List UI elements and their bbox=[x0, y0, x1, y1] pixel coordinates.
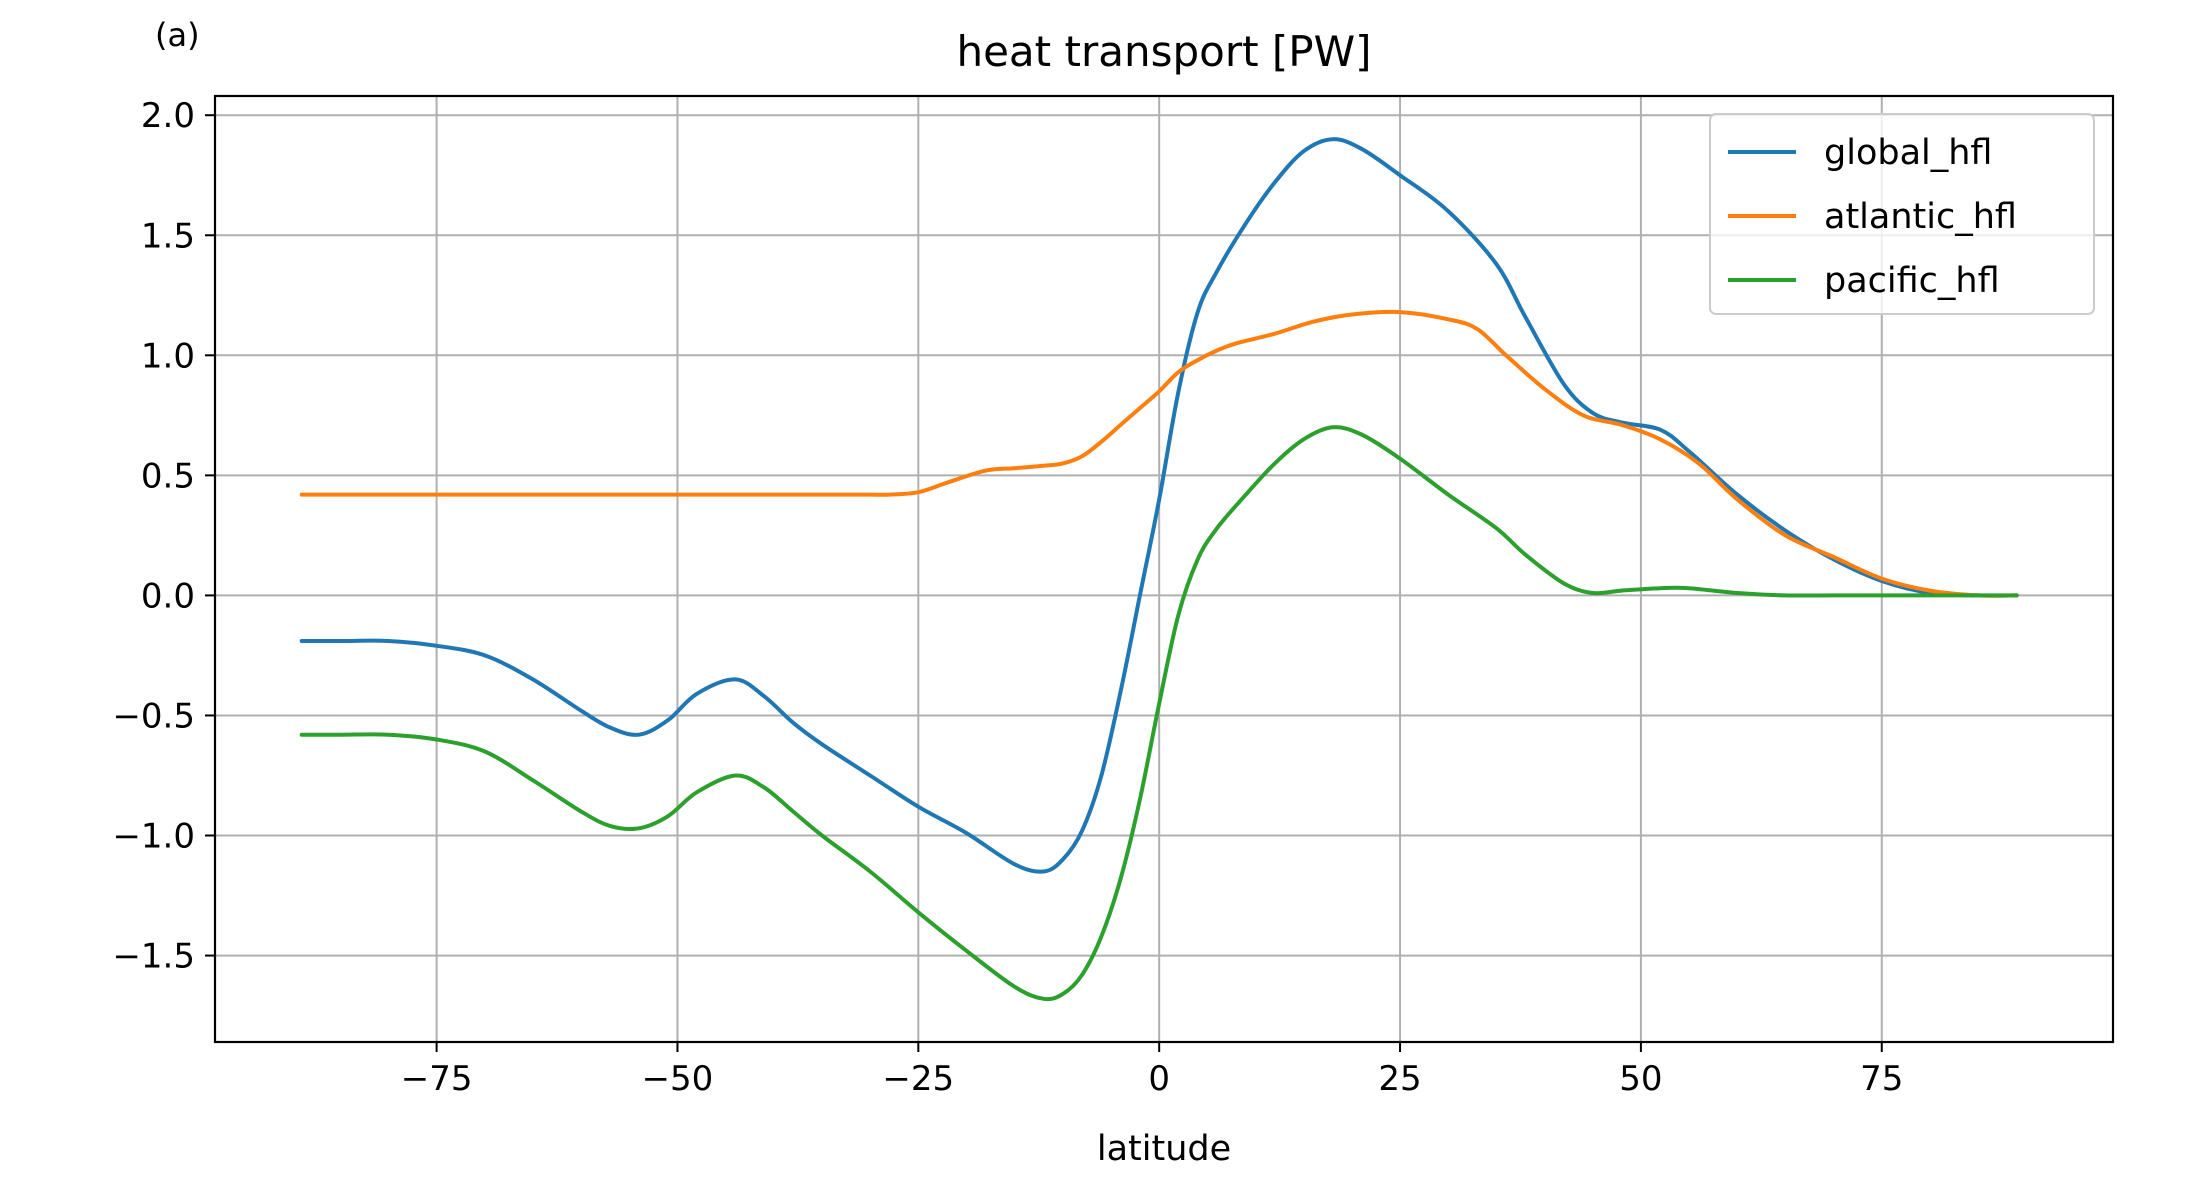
x-tick-label: 75 bbox=[1860, 1059, 1903, 1099]
x-tick-label: 25 bbox=[1378, 1059, 1421, 1099]
x-axis-label: latitude bbox=[1097, 1129, 1231, 1169]
legend-label-atlantic-hfl: atlantic_hfl bbox=[1824, 197, 2017, 237]
chart-title: heat transport [PW] bbox=[956, 27, 1371, 76]
y-tick-label: −1.0 bbox=[112, 817, 195, 857]
x-tick-label: −25 bbox=[882, 1059, 954, 1099]
series-line-atlantic-hfl bbox=[299, 309, 2019, 598]
series-line-pacific-hfl bbox=[299, 425, 2019, 1002]
plot-frame bbox=[213, 94, 2115, 1044]
legend: global_hfl atlantic_hfl pacific_hfl bbox=[1709, 113, 2095, 315]
series-line-global-hfl bbox=[299, 137, 2019, 874]
panel-label: (a) bbox=[155, 16, 200, 54]
series-lines bbox=[299, 137, 2019, 1002]
y-tick-label: 2.0 bbox=[141, 96, 195, 136]
y-tick-label: 0.5 bbox=[141, 456, 195, 496]
y-ticks: 2.0 1.5 1.0 0.5 0.0 −0.5 −1.0 −1.5 bbox=[112, 96, 215, 977]
y-tick-label: 0.0 bbox=[141, 576, 195, 616]
legend-box bbox=[1709, 113, 2095, 315]
legend-label-global-hfl: global_hfl bbox=[1824, 133, 1992, 173]
y-tick-label: 1.0 bbox=[141, 336, 195, 376]
x-ticks: −75 −50 −25 0 25 50 75 bbox=[401, 1042, 1903, 1099]
x-tick-label: 50 bbox=[1619, 1059, 1662, 1099]
y-tick-label: −0.5 bbox=[112, 696, 195, 736]
x-tick-label: −75 bbox=[401, 1059, 473, 1099]
grid-lines bbox=[215, 96, 2113, 1042]
x-tick-label: 0 bbox=[1148, 1059, 1170, 1099]
y-tick-label: 1.5 bbox=[141, 216, 195, 256]
y-tick-label: −1.5 bbox=[112, 937, 195, 977]
x-tick-label: −50 bbox=[642, 1059, 714, 1099]
legend-label-pacific-hfl: pacific_hfl bbox=[1824, 261, 2000, 301]
